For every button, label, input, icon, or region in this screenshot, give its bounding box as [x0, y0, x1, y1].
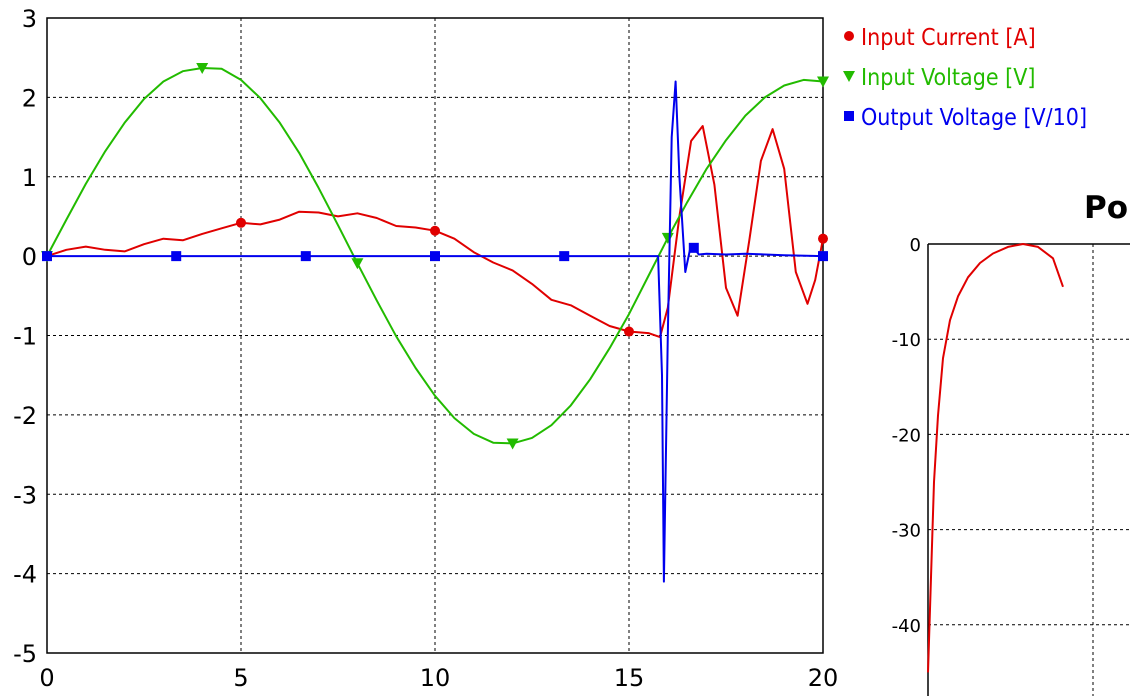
main-x-tick-label: 0	[39, 664, 54, 692]
main-x-tick-label: 10	[420, 664, 451, 692]
main-y-tick-label: -1	[13, 323, 37, 351]
series-1-marker	[236, 218, 246, 228]
main-y-tick-label: -4	[13, 561, 37, 589]
series-3-marker	[42, 251, 52, 261]
series-3-marker	[818, 251, 828, 261]
inset-tick-labels: 0 -10 -20 -30 -40	[892, 235, 921, 637]
inset-y-tick-label: -10	[892, 330, 921, 351]
main-y-tick-label: 3	[22, 5, 37, 33]
legend-marker	[844, 111, 854, 121]
series-1-marker	[624, 327, 634, 337]
series-3-marker	[689, 243, 699, 253]
series-3-marker	[301, 251, 311, 261]
legend-marker	[843, 71, 855, 82]
legend-marker	[844, 31, 854, 41]
main-y-tick-label: 0	[22, 243, 37, 271]
inset-series-line	[928, 244, 1063, 672]
main-y-tick-label: 1	[22, 164, 37, 192]
inset-y-tick-label: -20	[892, 425, 921, 446]
legend[interactable]: Input Current [A] Input Voltage [V] Output…	[843, 25, 1087, 131]
main-y-tick-label: -5	[13, 640, 37, 668]
main-grid	[47, 18, 823, 653]
series-1-marker	[818, 234, 828, 244]
main-y-tick-label: -2	[13, 402, 37, 430]
legend-entry: Input Voltage [V]	[861, 65, 1035, 91]
series-2-marker	[662, 233, 674, 244]
legend-entry: Output Voltage [V/10]	[861, 105, 1087, 131]
main-x-tick-label: 15	[614, 664, 645, 692]
inset-y-tick-label: -30	[892, 521, 921, 542]
main-y-tick-label: 2	[22, 84, 37, 112]
inset-grid	[928, 244, 1130, 696]
main-y-tick-label: -3	[13, 481, 37, 509]
series-3-marker	[171, 251, 181, 261]
inset-y-tick-label: -40	[892, 616, 921, 637]
legend-entry: Input Current [A]	[861, 25, 1036, 51]
inset-chart: Po 0 -10 -20 -30 -40	[892, 190, 1130, 696]
inset-series-group	[928, 244, 1063, 672]
series-2-marker	[351, 258, 363, 269]
series-1-marker	[430, 226, 440, 236]
series-3-marker	[430, 251, 440, 261]
series-3-marker	[559, 251, 569, 261]
inset-y-tick-label: 0	[910, 235, 921, 256]
main-x-tick-label: 5	[233, 664, 248, 692]
main-x-tick-label: 20	[808, 664, 839, 692]
inset-chart-title: Po	[1084, 190, 1128, 226]
